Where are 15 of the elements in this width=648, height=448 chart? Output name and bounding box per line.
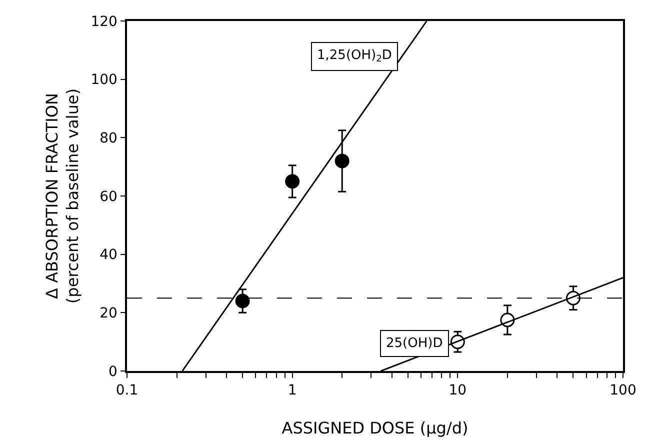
y-tick-label: 120: [90, 14, 118, 30]
series-label: 25(OH)D: [386, 336, 443, 351]
y-tick-label: 60: [100, 188, 118, 205]
y-axis-title: Δ ABSORPTION FRACTION (percent of baseline value): [42, 88, 82, 304]
x-tick-label: 0.1: [116, 382, 138, 399]
y-tick-label: 40: [100, 247, 118, 264]
y-tick-label: 20: [100, 306, 118, 322]
y-tick-label: 100: [90, 72, 118, 88]
x-tick-label: 10: [448, 382, 467, 399]
x-axis-title: ASSIGNED DOSE (μg/d): [282, 418, 468, 438]
y-tick-label: 80: [100, 130, 118, 147]
series-label: 1,25(OH)$_{2}$D: [317, 48, 392, 65]
x-tick-label: 1: [288, 382, 297, 399]
x-tick-label: 100: [610, 382, 636, 399]
y-tick-label: 0: [108, 364, 118, 380]
